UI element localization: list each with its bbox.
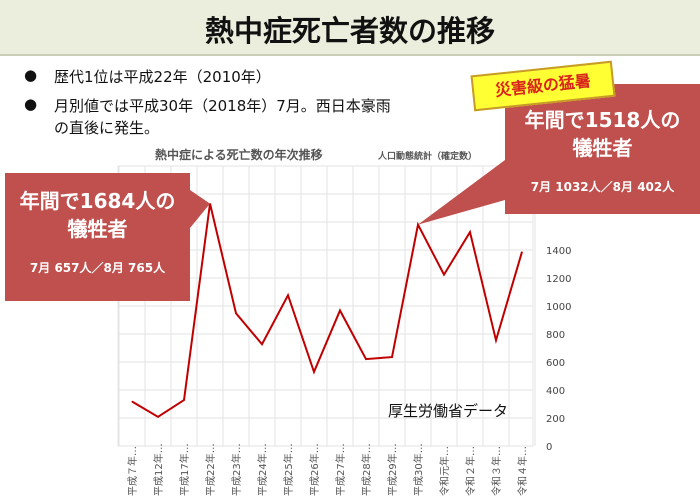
- x-tick-label: 平成29年…: [386, 443, 399, 496]
- y-tick-label: 800: [546, 330, 565, 341]
- x-tick-label: 平成26年…: [308, 443, 321, 496]
- data-point: [131, 400, 133, 402]
- callout-h22: 年間で1684人の 犠牲者 7月 657人／8月 765人: [5, 173, 190, 301]
- data-point: [313, 371, 315, 373]
- callout-detail: 7月 657人／8月 765人: [29, 261, 166, 275]
- x-tick-label: 平成７年…: [126, 446, 139, 496]
- x-tick-label: 令和２年…: [464, 446, 477, 496]
- bullet-text: の直後に発生。: [54, 119, 160, 137]
- data-point: [183, 399, 185, 401]
- data-point: [339, 309, 341, 311]
- y-tick-label: 1000: [546, 302, 571, 313]
- data-point: [443, 274, 445, 276]
- data-point: [287, 294, 289, 296]
- x-tick-label: 平成17年…: [178, 443, 191, 496]
- callout-h30: 年間で1518人の 犠牲者 7月 1032人／8月 402人: [505, 84, 700, 214]
- x-tick-label: 令和３年…: [490, 446, 503, 496]
- data-point: [521, 251, 523, 253]
- y-tick-label: 400: [546, 386, 565, 397]
- y-tick-label: 1400: [546, 246, 571, 257]
- bullet-text: 歴代1位は平成22年（2010年）: [54, 68, 271, 86]
- callout-line2: 犠牲者: [572, 136, 633, 160]
- source-note: 厚生労働省データ: [388, 402, 509, 420]
- y-tick-label: 1200: [546, 274, 571, 285]
- chart-title: 熱中症による死亡数の年次推移: [155, 148, 323, 162]
- data-point: [365, 358, 367, 360]
- bullet-dot-icon: ●: [24, 66, 38, 84]
- bullet-dot-icon: ●: [24, 95, 38, 113]
- data-point: [235, 312, 237, 314]
- data-point: [469, 231, 471, 233]
- callout-line1: 年間で1684人の: [19, 189, 176, 213]
- callout-detail: 7月 1032人／8月 402人: [530, 180, 675, 194]
- x-tick-label: 平成27年…: [334, 443, 347, 496]
- x-tick-label: 平成24年…: [256, 443, 269, 496]
- y-tick-label: 600: [546, 358, 565, 369]
- data-point: [261, 343, 263, 345]
- x-tick-label: 平成28年…: [360, 443, 373, 496]
- x-tick-label: 平成25年…: [282, 443, 295, 496]
- callout-pointer: [418, 160, 505, 225]
- x-tick-label: 平成12年…: [152, 443, 165, 496]
- data-point: [391, 356, 393, 358]
- data-point: [495, 339, 497, 341]
- chart-subtitle: 人口動態統計（確定数）: [378, 152, 478, 162]
- callout-line2: 犠牲者: [67, 217, 128, 241]
- data-point: [157, 416, 159, 418]
- callout-pointer: [190, 190, 210, 228]
- x-tick-label: 平成30年…: [412, 443, 425, 496]
- y-tick-label: 200: [546, 414, 565, 425]
- x-tick-label: 平成22年…: [204, 443, 217, 496]
- x-tick-label: 平成23年…: [230, 443, 243, 496]
- bullet-text: 月別値では平成30年（2018年）7月。西日本豪雨: [54, 97, 391, 115]
- title-bar: 熱中症死亡者数の推移: [0, 0, 700, 56]
- x-tick-label: 令和４年…: [516, 446, 529, 496]
- page-title: 熱中症死亡者数の推移: [204, 14, 495, 48]
- series-line: [131, 203, 523, 419]
- x-tick-label: 令和元年…: [438, 446, 451, 496]
- y-tick-label: 0: [546, 442, 552, 453]
- callout-line1: 年間で1518人の: [524, 108, 681, 132]
